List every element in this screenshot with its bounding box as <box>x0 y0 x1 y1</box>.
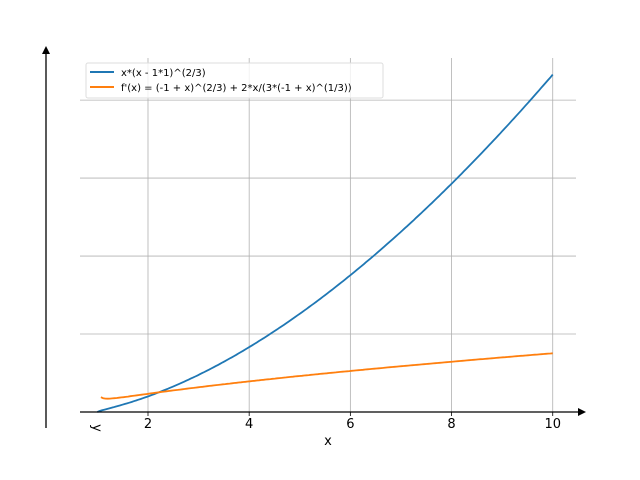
x-tick-label: 6 <box>346 417 354 432</box>
y-axis-label: y <box>89 424 104 432</box>
x-ticks: 2 4 6 8 10 <box>144 412 561 432</box>
grid <box>80 58 576 412</box>
series-line-0 <box>97 74 554 413</box>
x-axis-arrow-icon <box>578 408 586 416</box>
y-axis-arrow-icon <box>42 46 50 54</box>
series-line-1 <box>100 352 553 400</box>
legend-label-0: x*(x - 1*1)^(2/3) <box>121 68 206 79</box>
series <box>97 74 554 413</box>
legend-box <box>85 62 384 99</box>
x-tick-label: 10 <box>544 417 561 432</box>
legend-label-1: f'(x) = (-1 + x)^(2/3) + 2*x/(3*(-1 + x)… <box>121 83 352 94</box>
legend: x*(x - 1*1)^(2/3) f'(x) = (-1 + x)^(2/3)… <box>85 62 384 99</box>
x-axis-label: x <box>324 434 332 449</box>
x-tick-label: 4 <box>245 417 253 432</box>
x-tick-label: 8 <box>447 417 455 432</box>
x-tick-label: 2 <box>144 417 152 432</box>
